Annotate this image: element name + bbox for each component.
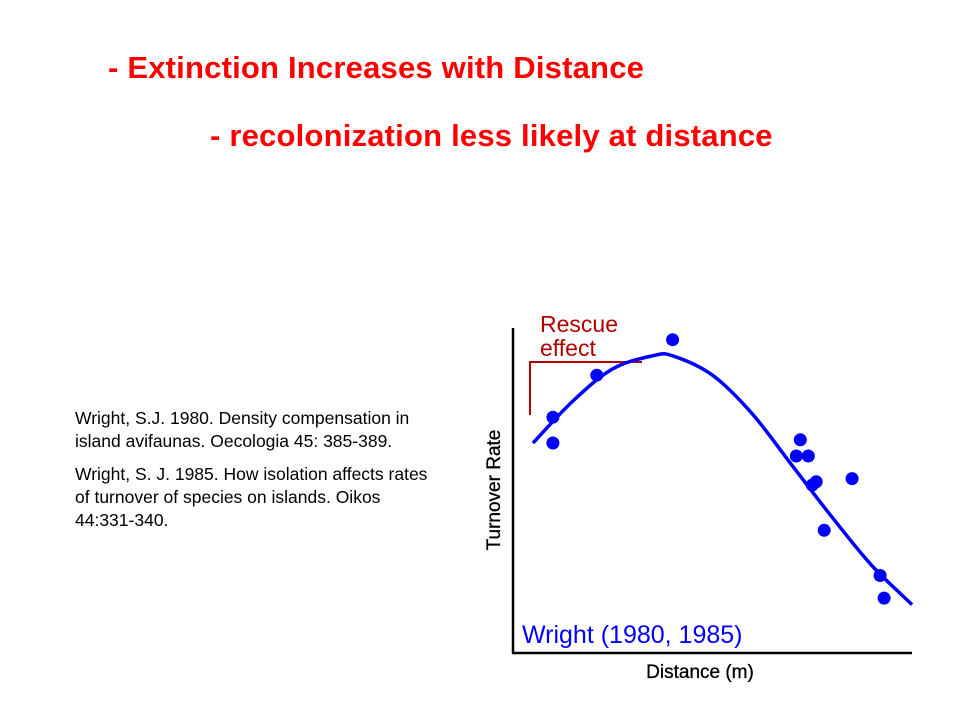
data-point bbox=[805, 478, 819, 492]
data-point bbox=[546, 410, 560, 424]
data-point bbox=[873, 569, 887, 582]
rescue-effect-label: Rescue bbox=[540, 311, 618, 337]
headline-recolonization: - recolonization less likely at distance bbox=[210, 118, 773, 153]
reference-wright-1985: Wright, S. J. 1985. How isolation affect… bbox=[75, 464, 428, 530]
reference-wright-1980: Wright, S.J. 1980. Density compensation … bbox=[75, 408, 410, 451]
turnover-distance-chart: Turnover Rate Distance (m) Rescue effect… bbox=[484, 311, 914, 683]
rescue-effect-bracket bbox=[529, 361, 642, 415]
rescue-effect-label: effect bbox=[540, 335, 596, 361]
source-annotation: Wright (1980, 1985) bbox=[522, 621, 743, 649]
references: Wright, S.J. 1980. Density compensation … bbox=[75, 407, 430, 542]
data-point bbox=[817, 523, 831, 537]
data-point bbox=[801, 449, 815, 463]
data-point bbox=[845, 472, 859, 486]
data-point bbox=[546, 436, 560, 450]
data-point bbox=[793, 433, 807, 447]
data-point bbox=[590, 368, 604, 382]
x-axis-label: Distance (m) bbox=[646, 662, 754, 683]
data-point bbox=[666, 333, 680, 347]
data-point bbox=[789, 449, 803, 463]
headline-extinction: - Extinction Increases with Distance bbox=[108, 50, 645, 85]
data-point bbox=[877, 591, 891, 605]
y-axis-label: Turnover Rate bbox=[484, 430, 505, 551]
